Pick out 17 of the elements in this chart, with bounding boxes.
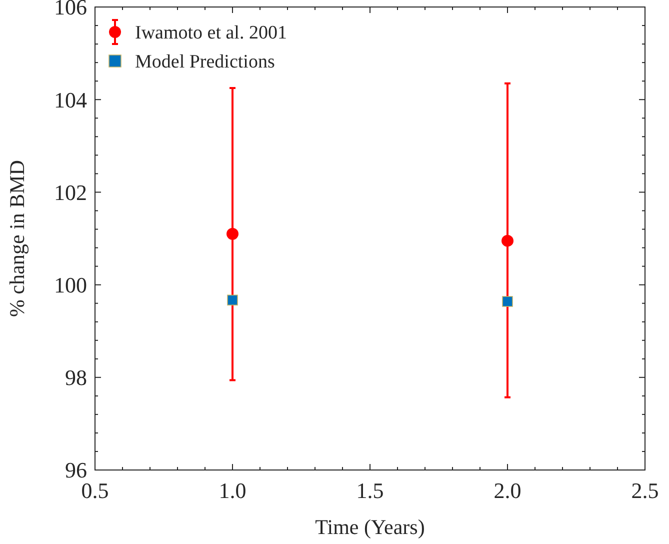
legend-label: Model Predictions [135,52,275,73]
x-tick-label: 2.5 [631,478,659,503]
y-tick-label: 98 [65,365,87,390]
legend-label: Iwamoto et al. 2001 [135,22,287,44]
y-tick-label: 100 [54,272,87,298]
point [502,296,513,307]
x-axis-title: Time (Years) [315,515,425,539]
x-tick-label: 2.0 [494,478,522,503]
y-tick-label: 102 [54,180,87,205]
point [227,294,238,306]
x-tick-label: 1.5 [356,478,384,503]
x-tick-label: 1.0 [218,478,246,503]
point [502,234,514,247]
point [226,228,238,240]
y-axis-title: % change in BMD [5,160,29,317]
y-tick-label: 106 [54,0,87,20]
y-tick-label: 104 [54,87,87,112]
